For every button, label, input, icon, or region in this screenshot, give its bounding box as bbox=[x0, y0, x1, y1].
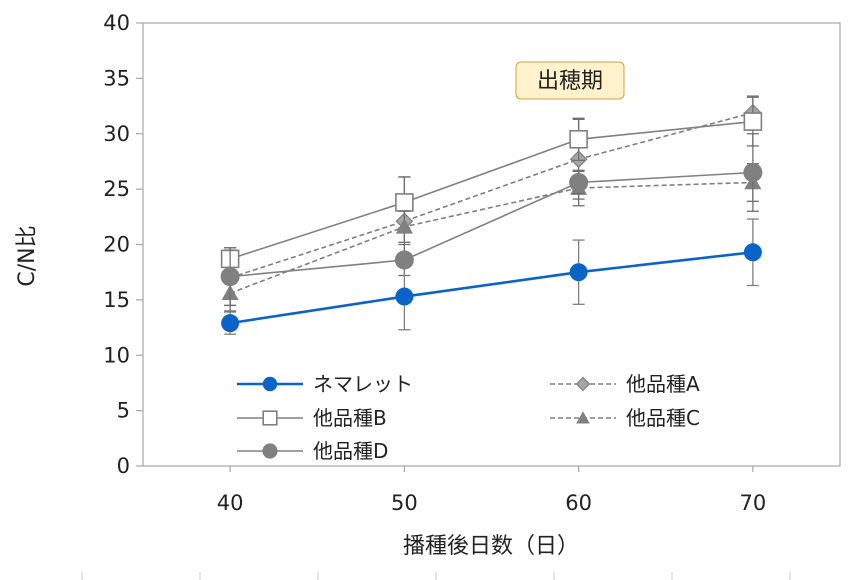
data-point-marker bbox=[743, 163, 763, 183]
y-tick-label: 20 bbox=[103, 233, 130, 257]
legend-item-3: 他品種C bbox=[550, 406, 700, 430]
data-point-marker bbox=[576, 411, 590, 424]
annotation-box: 出穂期 bbox=[515, 61, 625, 100]
y-tick-label: 35 bbox=[103, 66, 130, 90]
bottom-tick-marks bbox=[81, 572, 791, 580]
y-tick-label: 15 bbox=[103, 288, 130, 312]
series-line bbox=[229, 250, 754, 325]
series-0 bbox=[221, 218, 762, 335]
series-2 bbox=[220, 96, 763, 271]
x-tick-label: 70 bbox=[740, 491, 767, 515]
y-tick-label: 10 bbox=[103, 343, 130, 367]
y-tick-label: 25 bbox=[103, 177, 130, 201]
y-tick-label: 5 bbox=[117, 399, 130, 423]
data-point-marker bbox=[569, 129, 588, 149]
x-tick-label: 60 bbox=[565, 491, 592, 515]
x-axis-title: 播種後日数（日） bbox=[403, 534, 579, 559]
data-point-marker bbox=[569, 263, 588, 282]
data-point-marker bbox=[262, 443, 278, 459]
data-point-marker bbox=[221, 314, 240, 333]
data-point-marker bbox=[395, 218, 413, 234]
data-point-marker bbox=[394, 250, 414, 270]
x-tick-label: 50 bbox=[391, 491, 418, 515]
y-axis: 0 5 10 15 20 25 30 35 40 bbox=[103, 11, 143, 478]
y-tick-label: 0 bbox=[117, 454, 130, 478]
legend-label: 他品種B bbox=[313, 406, 387, 430]
legend-label: 他品種C bbox=[626, 406, 700, 430]
legend-label: 他品種A bbox=[626, 372, 700, 396]
data-point-marker bbox=[395, 193, 414, 212]
data-point-marker bbox=[575, 376, 591, 392]
annotation-background bbox=[515, 61, 625, 100]
legend-item-4: 他品種D bbox=[237, 439, 388, 463]
data-point-marker bbox=[220, 267, 240, 287]
x-tick-label: 40 bbox=[217, 491, 244, 515]
legend-item-1: 他品種A bbox=[550, 372, 700, 396]
legend-label: ネマレット bbox=[313, 372, 413, 396]
x-axis: 40 50 60 70 bbox=[217, 466, 766, 515]
legend-item-2: 他品種B bbox=[237, 406, 387, 430]
data-point-marker bbox=[743, 243, 762, 262]
data-point-marker bbox=[262, 376, 278, 392]
series-line bbox=[229, 120, 753, 260]
y-axis-title: C/N比 bbox=[15, 225, 40, 286]
data-point-marker bbox=[395, 287, 414, 306]
y-tick-label: 30 bbox=[103, 122, 130, 146]
y-tick-label: 40 bbox=[103, 11, 130, 35]
series-line bbox=[229, 111, 754, 279]
data-point-marker bbox=[262, 410, 278, 426]
annotation-label: 出穂期 bbox=[537, 69, 603, 94]
series-layer bbox=[220, 95, 763, 335]
legend-item-0: ネマレット bbox=[237, 372, 413, 396]
plot-area bbox=[142, 22, 841, 467]
legend-label: 他品種D bbox=[313, 439, 388, 463]
data-point-marker bbox=[569, 172, 589, 192]
series-line bbox=[230, 171, 753, 278]
series-4 bbox=[220, 133, 763, 307]
data-point-marker bbox=[743, 112, 763, 131]
series-line bbox=[229, 181, 753, 294]
legend: ネマレット 他品種A 他品種B 他品種C 他品種D bbox=[237, 372, 700, 463]
